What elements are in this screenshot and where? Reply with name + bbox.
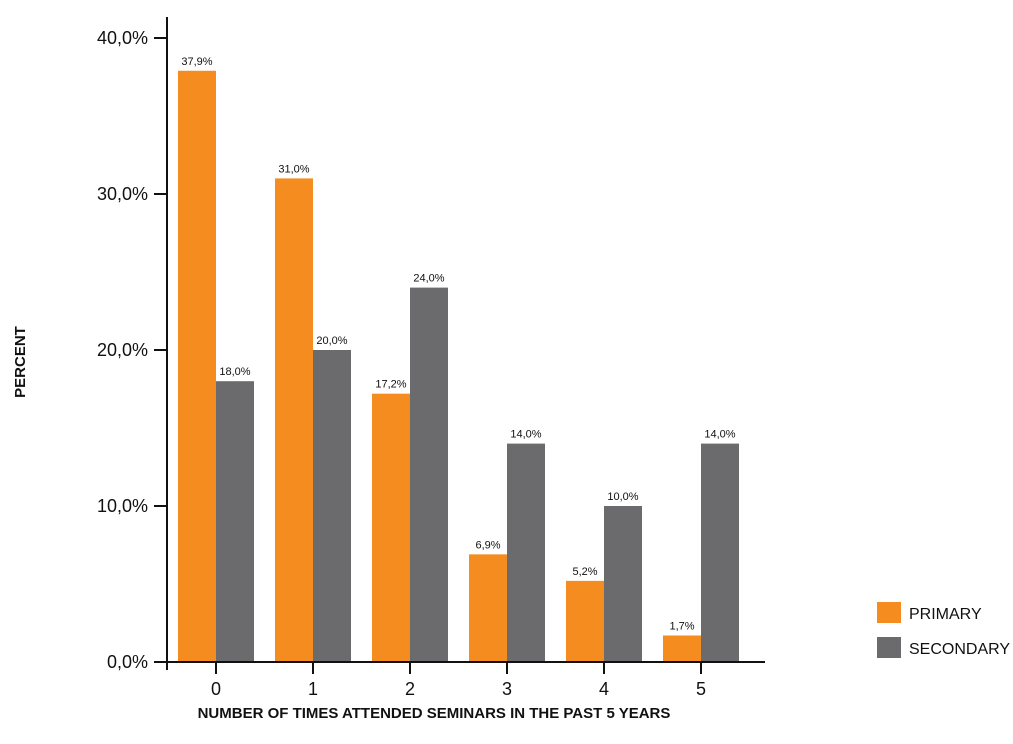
bar-primary-2 (372, 393, 410, 662)
bar-secondary-3 (507, 443, 545, 662)
x-tick-label: 3 (502, 679, 512, 699)
y-tick-label: 0,0% (107, 652, 148, 672)
data-label: 37,9% (181, 56, 212, 68)
x-tick-label: 1 (308, 679, 318, 699)
bar-primary-5 (663, 635, 701, 662)
x-axis-ticks: 0 1 2 3 4 5 (211, 662, 706, 699)
data-label: 14,0% (704, 429, 735, 441)
x-axis-title: NUMBER OF TIMES ATTENDED SEMINARS IN THE… (198, 705, 671, 722)
data-label: 17,2% (375, 379, 406, 391)
bars (178, 70, 739, 662)
y-tick-label: 40,0% (97, 28, 148, 48)
y-tick-label: 30,0% (97, 184, 148, 204)
data-label: 20,0% (316, 335, 347, 347)
legend-label-secondary: SECONDARY (909, 641, 1010, 658)
bar-primary-3 (469, 554, 507, 662)
legend-label-primary: PRIMARY (909, 606, 982, 623)
legend-swatch-secondary (877, 637, 901, 658)
x-tick-label: 0 (211, 679, 221, 699)
data-label: 18,0% (219, 366, 250, 378)
data-label: 24,0% (413, 273, 444, 285)
data-label: 31,0% (278, 163, 309, 175)
data-label: 14,0% (510, 429, 541, 441)
data-label: 1,7% (669, 620, 694, 632)
bar-primary-1 (275, 178, 313, 662)
data-labels: 37,9% 31,0% 17,2% 6,9% 5,2% 1,7% 18,0% 20,0% 24,… (181, 56, 735, 633)
y-tick-label: 20,0% (97, 340, 148, 360)
y-axis-ticks: 0,0% 10,0% 20,0% 30,0% 40,0% (97, 28, 167, 672)
bar-secondary-4 (604, 506, 642, 662)
data-label: 10,0% (607, 491, 638, 503)
x-tick-label: 2 (405, 679, 415, 699)
y-axis-title: PERCENT (12, 326, 29, 398)
bar-primary-4 (566, 580, 604, 662)
bar-secondary-1 (313, 350, 351, 662)
bar-primary-0 (178, 70, 216, 662)
x-tick-label: 5 (696, 679, 706, 699)
data-label: 5,2% (572, 566, 597, 578)
data-label: 6,9% (475, 539, 500, 551)
y-tick-label: 10,0% (97, 496, 148, 516)
legend: PRIMARY SECONDARY (877, 602, 1010, 658)
bar-secondary-2 (410, 287, 448, 662)
x-tick-label: 4 (599, 679, 609, 699)
bar-secondary-5 (701, 443, 739, 662)
bar-secondary-0 (216, 381, 254, 662)
legend-swatch-primary (877, 602, 901, 623)
